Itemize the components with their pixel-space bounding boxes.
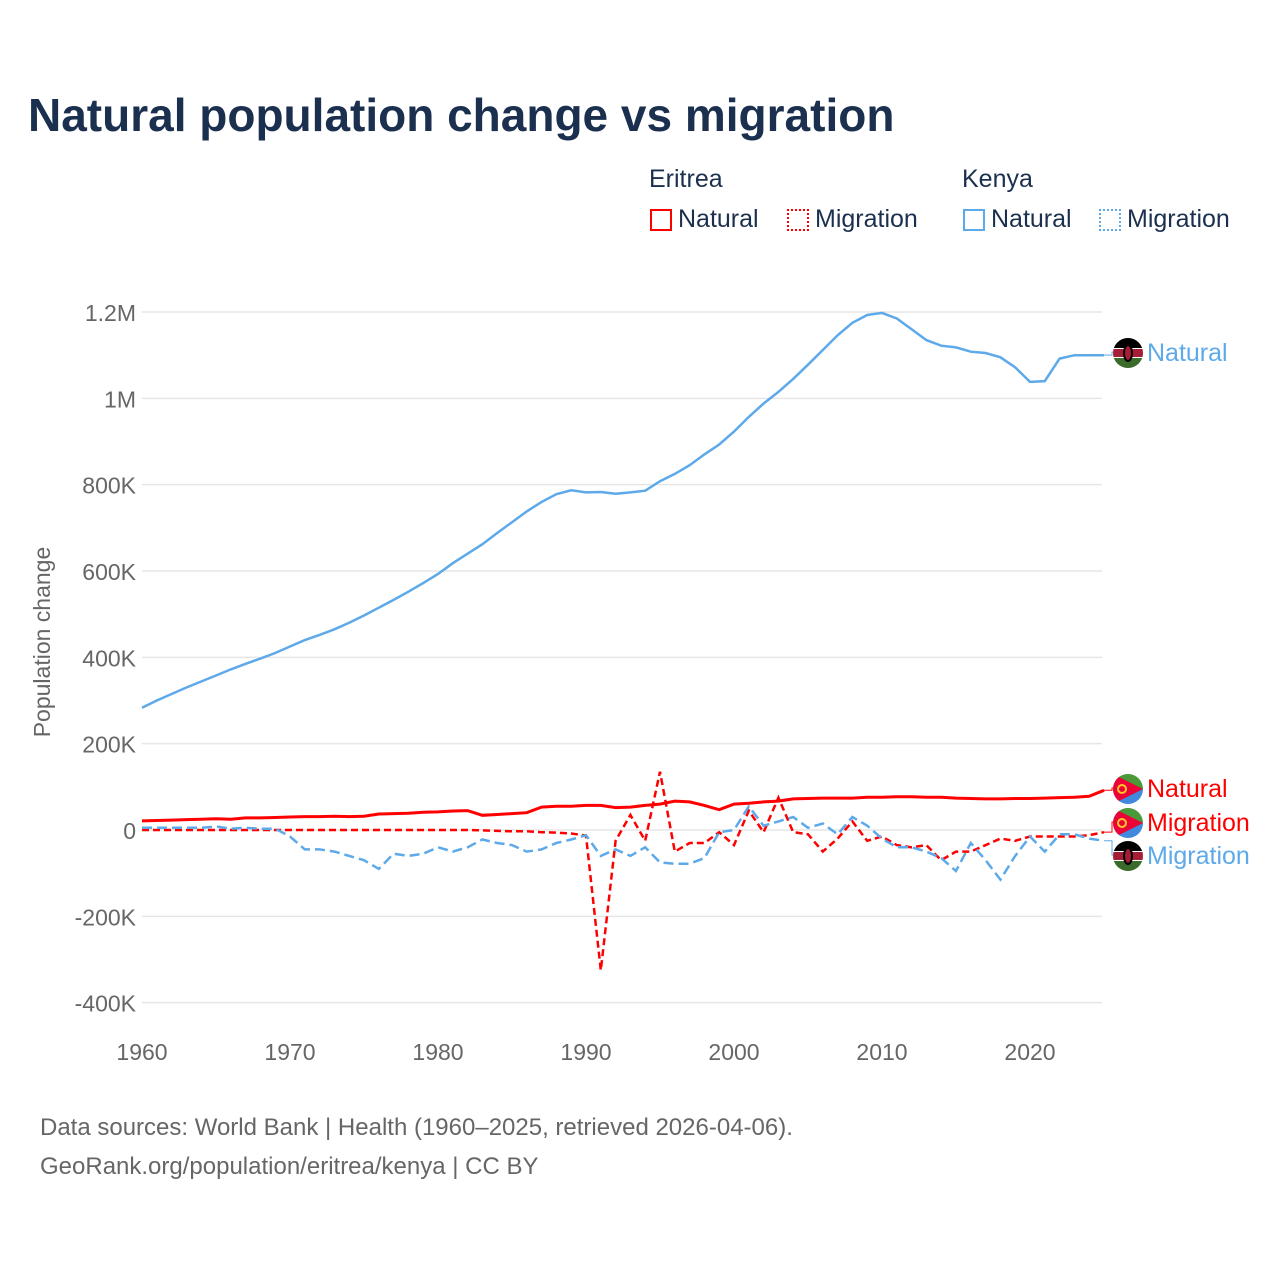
series-end-label: Natural [1147, 775, 1228, 803]
y-axis-label: Population change [29, 547, 55, 738]
legend-label: Natural [678, 205, 759, 233]
series-end-label: Migration [1147, 809, 1250, 837]
footer: Data sources: World Bank | Health (1960–… [40, 1108, 793, 1186]
dotted-swatch-icon [787, 208, 809, 231]
chart-title: Natural population change vs migration [28, 89, 895, 141]
kenya-flag-icon [1113, 841, 1143, 871]
x-tick-label: 1960 [116, 1039, 167, 1065]
y-tick-label: 0 [123, 818, 136, 844]
x-tick-label: 1990 [560, 1039, 611, 1065]
series-line-eritrea-natural [141, 788, 1105, 823]
x-tick-label: 2000 [708, 1039, 759, 1065]
y-tick-label: 200K [82, 732, 136, 758]
solid-swatch-icon [650, 208, 672, 231]
kenya-flag-icon [1113, 338, 1143, 368]
y-tick-label: -400K [75, 991, 137, 1017]
x-tick-label: 1980 [412, 1039, 463, 1065]
x-tick-label: 2010 [856, 1039, 907, 1065]
eritrea-flag-icon [1113, 808, 1143, 838]
y-tick-label: -200K [75, 904, 137, 930]
legend-eritrea-natural[interactable]: Natural [650, 205, 759, 234]
y-tick-label: 800K [82, 473, 136, 499]
legend-eritrea-migration[interactable]: Migration [787, 205, 918, 234]
series-line-kenya-migration [142, 804, 1105, 882]
y-tick-label: 400K [82, 645, 136, 671]
x-tick-label: 2020 [1004, 1039, 1055, 1065]
dotted-swatch-icon [1099, 208, 1121, 231]
eritrea-flag-icon [1113, 774, 1143, 804]
x-tick-label: 1970 [264, 1039, 315, 1065]
y-tick-label: 600K [82, 559, 136, 585]
data-sources: Data sources: World Bank | Health (1960–… [40, 1114, 793, 1141]
legend-label: Migration [815, 205, 918, 233]
legend-label: Natural [991, 205, 1072, 233]
legend-kenya-natural[interactable]: Natural [963, 205, 1072, 234]
series-line-eritrea-migration [142, 771, 1105, 971]
legend-group-eritrea: Eritrea [649, 165, 723, 193]
legend-group-kenya: Kenya [962, 165, 1033, 193]
attribution-link[interactable]: GeoRank.org/population/eritrea/kenya | C… [40, 1153, 539, 1180]
legend-kenya-migration[interactable]: Migration [1099, 205, 1230, 234]
y-tick-label: 1M [104, 386, 136, 412]
series-line-kenya-natural [141, 311, 1104, 709]
legend-label: Migration [1127, 205, 1230, 233]
series-end-label: Migration [1147, 842, 1250, 870]
solid-swatch-icon [963, 208, 985, 231]
y-tick-label: 1.2M [85, 300, 136, 326]
series-end-label: Natural [1147, 339, 1228, 367]
